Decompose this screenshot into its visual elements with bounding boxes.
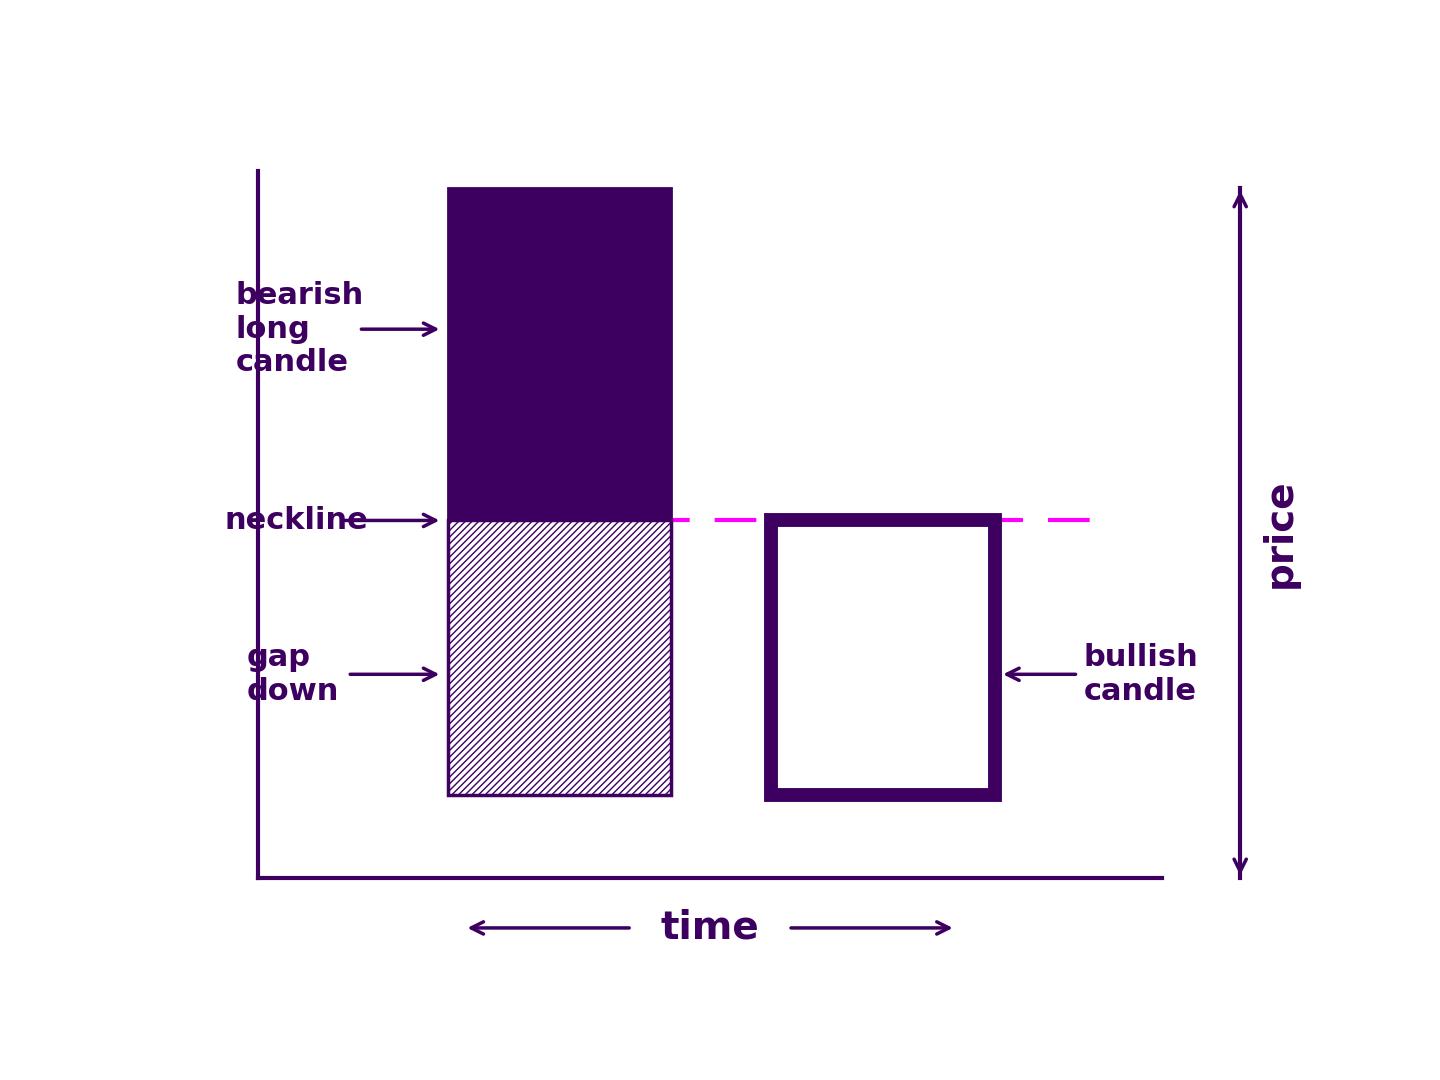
Text: bearish
long
candle: bearish long candle [236, 281, 364, 377]
Bar [448, 521, 671, 795]
Text: bullish
candle: bullish candle [1084, 643, 1198, 705]
Bar [772, 521, 995, 795]
Bar [448, 188, 671, 521]
Text: time: time [661, 909, 759, 947]
Text: neckline: neckline [225, 505, 369, 535]
Text: gap
down: gap down [248, 643, 340, 705]
Text: price: price [1260, 478, 1299, 588]
